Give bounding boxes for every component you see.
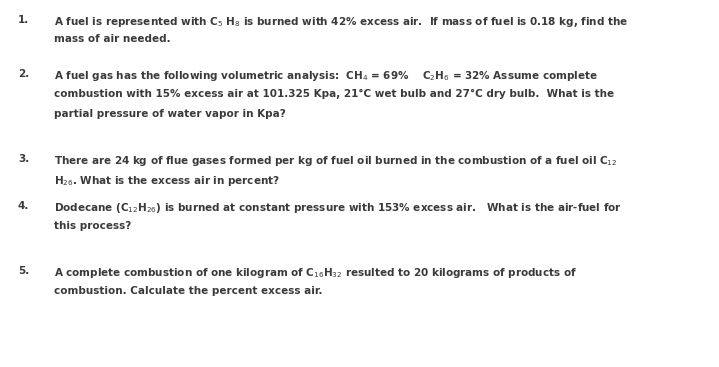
Text: A fuel is represented with C$_5$ H$_8$ is burned with 42% excess air.  If mass o: A fuel is represented with C$_5$ H$_8$ i… <box>54 15 628 29</box>
Text: mass of air needed.: mass of air needed. <box>54 34 170 44</box>
Text: A complete combustion of one kilogram of C$_{16}$H$_{32}$ resulted to 20 kilogra: A complete combustion of one kilogram of… <box>54 266 577 280</box>
Text: A fuel gas has the following volumetric analysis:  CH$_4$ = 69%    C$_2$H$_6$ = : A fuel gas has the following volumetric … <box>54 69 597 83</box>
Text: partial pressure of water vapor in Kpa?: partial pressure of water vapor in Kpa? <box>54 109 285 119</box>
Text: 3.: 3. <box>18 154 29 164</box>
Text: 4.: 4. <box>18 201 29 211</box>
Text: combustion. Calculate the percent excess air.: combustion. Calculate the percent excess… <box>54 286 322 296</box>
Text: There are 24 kg of flue gases formed per kg of fuel oil burned in the combustion: There are 24 kg of flue gases formed per… <box>54 154 618 168</box>
Text: 1.: 1. <box>18 15 29 25</box>
Text: H$_{26}$. What is the excess air in percent?: H$_{26}$. What is the excess air in perc… <box>54 174 280 188</box>
Text: Dodecane (C$_{12}$H$_{26}$) is burned at constant pressure with 153% excess air.: Dodecane (C$_{12}$H$_{26}$) is burned at… <box>54 201 622 215</box>
Text: 5.: 5. <box>18 266 29 276</box>
Text: 2.: 2. <box>18 69 29 79</box>
Text: combustion with 15% excess air at 101.325 Kpa, 21°C wet bulb and 27°C dry bulb. : combustion with 15% excess air at 101.32… <box>54 89 614 99</box>
Text: this process?: this process? <box>54 221 131 231</box>
